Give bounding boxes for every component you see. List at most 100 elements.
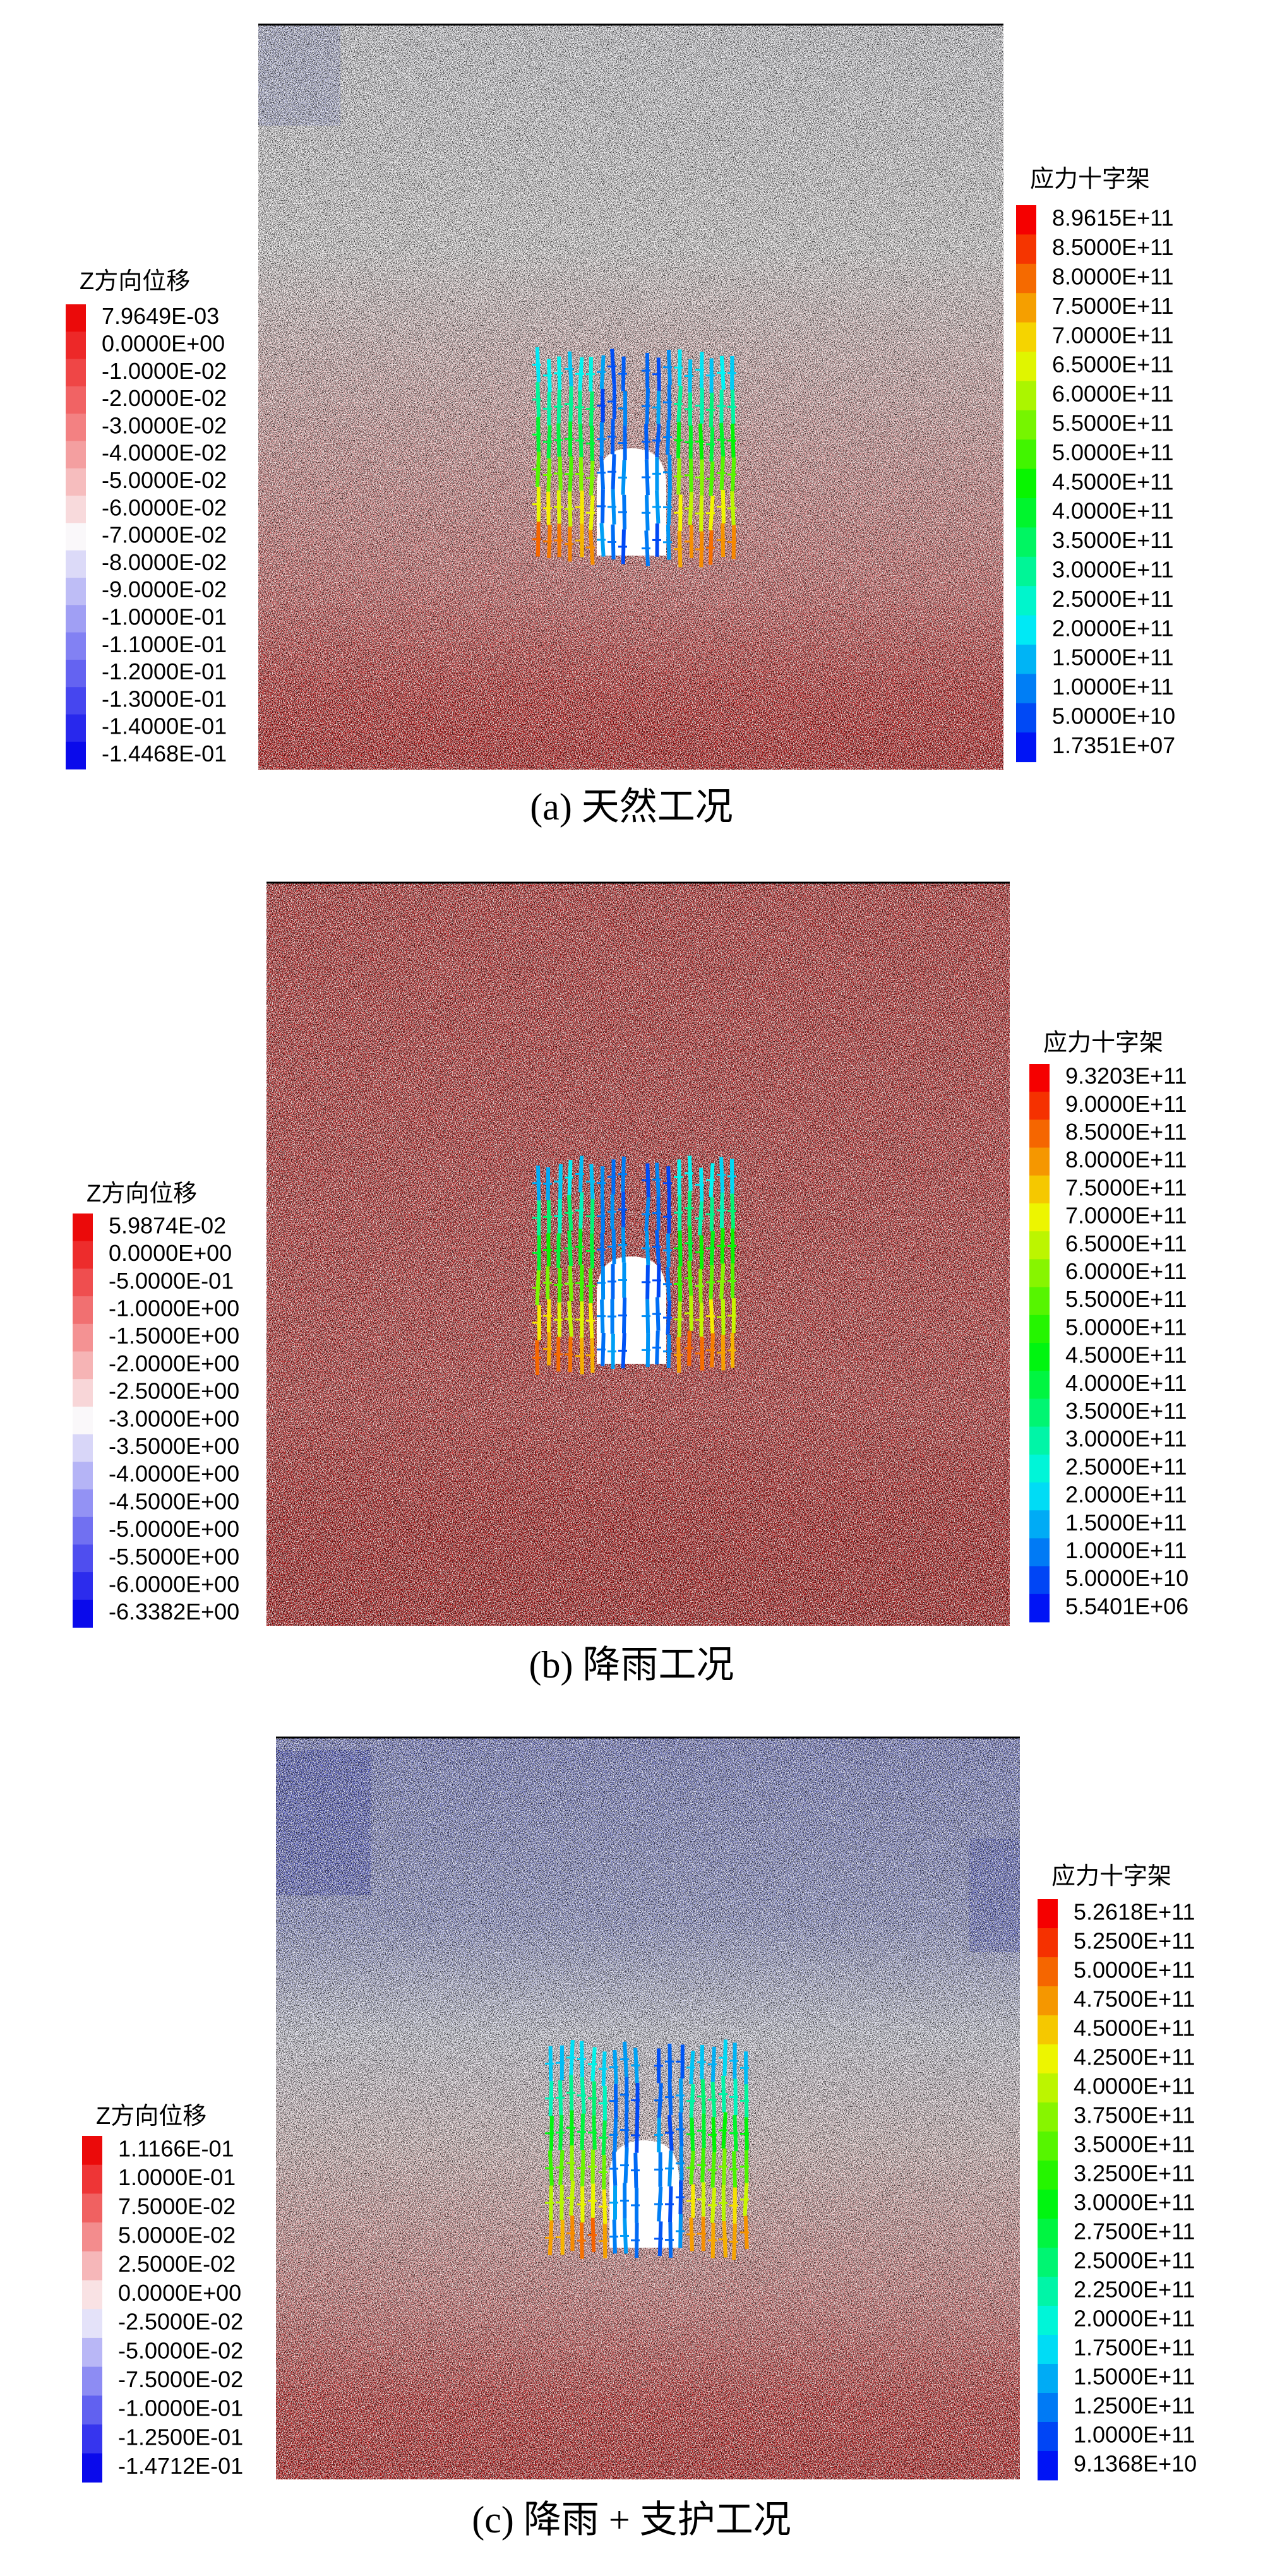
legend-label: -3.0000E-02 (102, 412, 227, 438)
legend-label: -4.0000E-02 (102, 440, 227, 466)
legend-swatch (73, 1599, 93, 1628)
legend-swatch (1038, 2073, 1058, 2103)
legend-swatch (73, 1572, 93, 1601)
legend: 应力十字架 9.3203E+119.0000E+118.5000E+118.000… (1029, 1030, 1188, 1623)
legend-label: 5.0000E-02 (118, 2222, 236, 2248)
legend-swatch (66, 687, 86, 715)
legend-swatch (1016, 527, 1036, 558)
legend-swatch (1029, 1426, 1050, 1455)
legend-label: 7.0000E+11 (1052, 322, 1174, 348)
legend-title: 应力十字架 (1030, 166, 1150, 193)
legend-swatch (1038, 2451, 1058, 2481)
simulation-image (258, 23, 1003, 770)
legend-swatch (82, 2193, 102, 2223)
legend-swatch (1016, 732, 1036, 763)
legend-label: -1.4468E-01 (102, 741, 227, 766)
legend-swatch (1038, 1899, 1058, 1929)
particles-light (276, 1738, 1020, 2479)
legend-label: 5.0000E+11 (1052, 439, 1174, 465)
legend-swatch (82, 2309, 102, 2339)
caption: (c) 降雨 + 支护工况 (472, 2499, 791, 2541)
legend-swatch (1016, 674, 1036, 704)
legend-label: -2.5000E-02 (118, 2309, 243, 2335)
legend-label: 4.0000E+11 (1052, 498, 1174, 524)
legend-label: 3.5000E+11 (1052, 527, 1174, 553)
legend-swatch (1038, 2219, 1058, 2248)
legend-label: 3.5000E+11 (1074, 2132, 1195, 2157)
legend-swatch (73, 1434, 93, 1462)
legend-swatch (1029, 1454, 1050, 1483)
legend-swatch (1038, 2422, 1058, 2452)
legend-label: 8.5000E+11 (1052, 234, 1174, 260)
legend-swatch (73, 1489, 93, 1518)
legend-swatch (66, 359, 86, 387)
legend-label: 2.0000E+11 (1052, 615, 1174, 641)
legend-label: -1.2500E-01 (118, 2424, 243, 2450)
legend-label: -7.5000E-02 (118, 2366, 243, 2392)
legend-swatch (1038, 2190, 1058, 2219)
legend-label: -1.4712E-01 (118, 2453, 243, 2479)
particles-light (266, 883, 1010, 1626)
legend-label: 7.5000E+11 (1065, 1174, 1187, 1200)
legend-swatch (66, 605, 86, 633)
legend-label: 1.7500E+11 (1074, 2335, 1195, 2361)
legend-label: 1.0000E+11 (1052, 674, 1174, 700)
legend-label: 1.5000E+11 (1052, 645, 1174, 671)
legend-swatch (82, 2136, 102, 2166)
legend-swatch (1029, 1510, 1050, 1539)
legend-label: 4.0000E+11 (1074, 2073, 1195, 2099)
legend-label: 4.2500E+11 (1074, 2044, 1195, 2070)
legend-label: -8.0000E-02 (102, 549, 227, 575)
legend-swatch (82, 2424, 102, 2454)
legend-swatch (66, 386, 86, 414)
legend-swatch (1029, 1147, 1050, 1176)
legend-title: Z方向位移 (96, 2103, 207, 2130)
legend-label: 4.5000E+11 (1052, 468, 1174, 494)
legend-swatch (66, 714, 86, 742)
legend-swatch (1038, 2335, 1058, 2364)
legend-label: -1.1000E-01 (102, 631, 227, 657)
legend-swatch (1029, 1119, 1050, 1148)
legend-label: 8.0000E+11 (1052, 264, 1174, 290)
legend-label: -3.5000E+00 (109, 1433, 239, 1459)
legend-label: 5.2500E+11 (1074, 1928, 1195, 1954)
legend-swatch (82, 2164, 102, 2194)
legend-swatch (66, 304, 86, 332)
legend-label: -1.0000E-02 (102, 358, 227, 384)
legend-swatch (1038, 2306, 1058, 2335)
legend-swatch (66, 578, 86, 605)
legend-swatch (1029, 1064, 1050, 1092)
legend-swatch (66, 550, 86, 578)
legend-swatch (82, 2280, 102, 2310)
legend-label: 1.2500E+11 (1074, 2393, 1195, 2419)
legend-label: 8.9615E+11 (1052, 205, 1174, 231)
legend-label: -5.5000E+00 (109, 1544, 239, 1570)
legend-swatch (73, 1462, 93, 1490)
legend-label: -1.0000E-01 (118, 2395, 243, 2421)
legend-label: -3.0000E+00 (109, 1405, 239, 1431)
legend-swatch (1029, 1287, 1050, 1316)
legend-label: 5.5000E+11 (1065, 1286, 1187, 1312)
legend-swatch (73, 1379, 93, 1407)
legend-swatch (66, 496, 86, 523)
legend: Z方向位移 5.9874E-020.0000E+00-5.0000E-01-1.0… (73, 1181, 239, 1628)
legend-label: 2.5000E+11 (1074, 2248, 1195, 2274)
simulation-image (266, 881, 1010, 1626)
legend-swatch (1016, 645, 1036, 674)
legend-swatch (66, 441, 86, 469)
legend-label: -1.0000E+00 (109, 1295, 239, 1321)
legend-label: 2.0000E+11 (1074, 2306, 1195, 2332)
legend-swatch (1016, 468, 1036, 499)
legend-label: 1.1166E-01 (118, 2135, 234, 2161)
legend-swatch (1016, 410, 1036, 440)
legend-label: 3.0000E+11 (1052, 557, 1174, 583)
legend-swatch (82, 2251, 102, 2281)
legend-swatch (73, 1406, 93, 1435)
legend-label: -2.5000E+00 (109, 1378, 239, 1404)
legend-swatch (1038, 2277, 1058, 2306)
legend-label: 1.0000E-01 (118, 2164, 236, 2190)
legend-label: 7.9649E-03 (102, 303, 219, 329)
legend-label: 2.5000E+11 (1065, 1453, 1187, 1479)
legend-label: 1.7351E+07 (1052, 732, 1175, 758)
legend-label: 7.0000E+11 (1065, 1203, 1187, 1229)
